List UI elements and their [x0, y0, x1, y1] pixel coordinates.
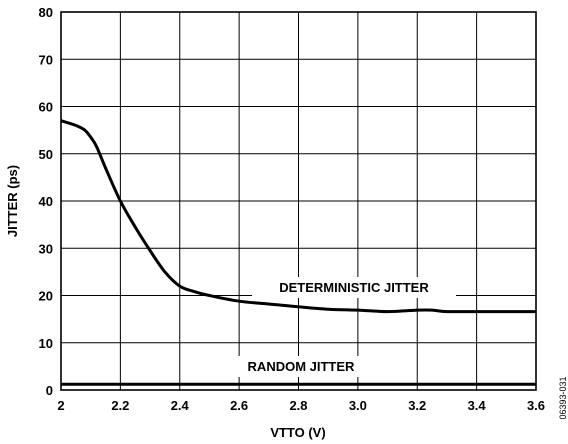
y-tick-label: 40: [39, 194, 53, 209]
series-line-deterministic-jitter: [60, 119, 536, 314]
x-tick-label: 2.6: [230, 398, 248, 413]
series-layer: [60, 119, 536, 386]
x-tick-labels: 2 2.2 2.4 2.6 2.8 3.0 3.2 3.4 3.6: [57, 398, 545, 413]
y-tick-label: 30: [39, 241, 53, 256]
x-tick-label: 3.4: [468, 398, 487, 413]
x-tick-label: 2.4: [171, 398, 190, 413]
x-tick-label: 3.0: [349, 398, 367, 413]
deterministic-label-bg: [252, 277, 456, 298]
y-tick-label: 80: [39, 5, 53, 20]
y-tick-label: 0: [46, 383, 53, 398]
y-tick-labels: 0 10 20 30 40 50 60 70 80: [39, 5, 53, 398]
y-tick-label: 20: [39, 289, 53, 304]
deterministic-jitter-label: DETERMINISTIC JITTER: [279, 280, 429, 295]
x-axis-title: VTTO (V): [270, 425, 325, 440]
y-axis-title: JITTER (ps): [5, 165, 20, 237]
x-tick-label: 3.6: [527, 398, 545, 413]
y-tick-label: 70: [39, 52, 53, 67]
x-tick-label: 2.2: [111, 398, 129, 413]
x-tick-label: 2.8: [289, 398, 307, 413]
y-tick-label: 60: [39, 100, 53, 115]
x-tick-label: 2: [57, 398, 64, 413]
random-label-bg: [228, 356, 374, 377]
x-tick-label: 3.2: [408, 398, 426, 413]
plot-frame: [60, 11, 537, 391]
y-tick-label: 10: [39, 336, 53, 351]
y-tick-label: 50: [39, 147, 53, 162]
random-jitter-label: RANDOM JITTER: [248, 359, 356, 374]
figure-id: 06393-031: [558, 376, 568, 419]
